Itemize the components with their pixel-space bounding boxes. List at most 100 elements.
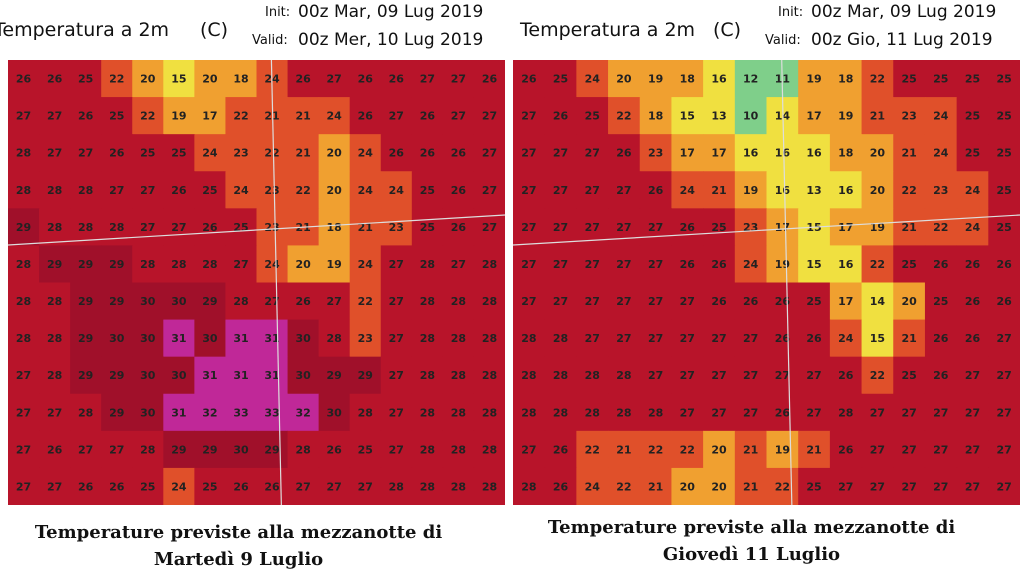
temp-cell — [380, 430, 413, 469]
temp-cell — [798, 467, 831, 505]
temp-value: 27 — [451, 258, 466, 271]
temp-value: 26 — [838, 443, 854, 456]
temp-value: 24 — [358, 258, 374, 271]
temp-cell — [132, 356, 164, 395]
temp-cell — [798, 282, 831, 321]
temp-cell — [924, 171, 958, 209]
temp-value: 29 — [109, 406, 124, 419]
temp-cell — [893, 467, 926, 505]
temp-value: 26 — [451, 147, 467, 160]
temp-cell — [194, 393, 226, 432]
temp-value: 27 — [389, 295, 404, 308]
temp-cell — [893, 208, 926, 246]
temp-cell — [39, 282, 71, 321]
temp-cell — [163, 356, 195, 395]
temp-cell — [956, 134, 989, 172]
temp-value: 19 — [171, 110, 186, 123]
temp-value: 27 — [482, 184, 497, 197]
temp-value: 25 — [109, 110, 124, 123]
temp-cell — [163, 430, 195, 469]
temp-cell — [8, 319, 40, 358]
temp-value: 25 — [997, 221, 1012, 234]
temp-cell — [225, 97, 257, 135]
temp-cell — [194, 245, 226, 283]
temp-cell — [766, 319, 799, 358]
temp-cell — [576, 393, 609, 432]
valid-date: 00z Gio, 11 Lug 2019 — [811, 30, 993, 50]
temp-value: 27 — [78, 443, 93, 456]
temp-cell — [956, 430, 989, 469]
temp-cell — [639, 245, 672, 283]
temp-value: 26 — [358, 110, 374, 123]
temp-value: 27 — [47, 406, 62, 419]
temp-cell — [956, 356, 989, 395]
temp-cell — [988, 171, 1020, 209]
temp-cell — [829, 467, 863, 505]
temp-cell — [671, 319, 704, 358]
temp-cell — [287, 245, 320, 283]
temp-value: 25 — [933, 73, 948, 86]
temp-cell — [163, 60, 195, 98]
temp-cell — [256, 393, 289, 432]
temp-value: 29 — [109, 295, 124, 308]
temp-value: 28 — [451, 369, 466, 382]
temp-value: 29 — [358, 369, 373, 382]
temp-value: 27 — [585, 332, 600, 345]
temp-cell — [956, 60, 989, 98]
temp-value: 16 — [775, 184, 791, 197]
temp-value: 27 — [933, 443, 948, 456]
temp-cell — [924, 282, 958, 321]
temp-cell — [39, 245, 71, 283]
temp-value: 28 — [482, 369, 497, 382]
temp-cell — [766, 208, 799, 246]
temp-cell — [829, 393, 863, 432]
temp-cell — [576, 97, 609, 135]
temp-value: 25 — [711, 221, 726, 234]
temp-value: 26 — [264, 480, 280, 493]
temp-cell — [608, 282, 641, 321]
temp-cell — [70, 393, 102, 432]
temp-cell — [473, 393, 505, 432]
temp-value: 15 — [870, 332, 885, 345]
temp-value: 19 — [648, 73, 663, 86]
temp-cell — [608, 467, 641, 505]
temp-cell — [225, 60, 257, 98]
temp-value: 25 — [997, 73, 1012, 86]
temp-value: 26 — [202, 221, 218, 234]
temp-value: 26 — [680, 221, 696, 234]
temp-value: 27 — [451, 110, 466, 123]
valid-date: 00z Mer, 10 Lug 2019 — [298, 30, 483, 50]
temp-value: 27 — [521, 443, 536, 456]
temp-cell — [639, 282, 672, 321]
temp-cell — [671, 60, 704, 98]
temp-value: 20 — [202, 73, 218, 86]
temp-value: 24 — [933, 110, 949, 123]
temp-cell — [411, 430, 444, 469]
temp-value: 26 — [553, 443, 569, 456]
temp-value: 21 — [870, 110, 885, 123]
temp-value: 28 — [616, 406, 631, 419]
temp-value: 26 — [451, 221, 467, 234]
temp-cell — [318, 134, 351, 172]
temp-value: 32 — [202, 406, 217, 419]
temp-cell — [893, 171, 926, 209]
temp-cell — [829, 282, 863, 321]
temp-value: 27 — [965, 369, 980, 382]
temp-value: 24 — [585, 480, 601, 493]
temp-cell — [39, 393, 71, 432]
temp-cell — [39, 97, 71, 135]
temp-cell — [544, 60, 577, 98]
temp-value: 28 — [47, 369, 62, 382]
temp-value: 26 — [616, 147, 632, 160]
temp-value: 28 — [78, 184, 93, 197]
temp-cell — [671, 245, 704, 283]
temp-value: 30 — [171, 295, 187, 308]
temp-value: 27 — [109, 443, 124, 456]
temp-value: 22 — [901, 184, 916, 197]
temp-cell — [544, 467, 577, 505]
temp-cell — [703, 97, 736, 135]
temp-value: 28 — [78, 221, 93, 234]
temp-value: 27 — [358, 480, 373, 493]
temp-cell — [132, 208, 164, 246]
temp-cell — [39, 171, 71, 209]
